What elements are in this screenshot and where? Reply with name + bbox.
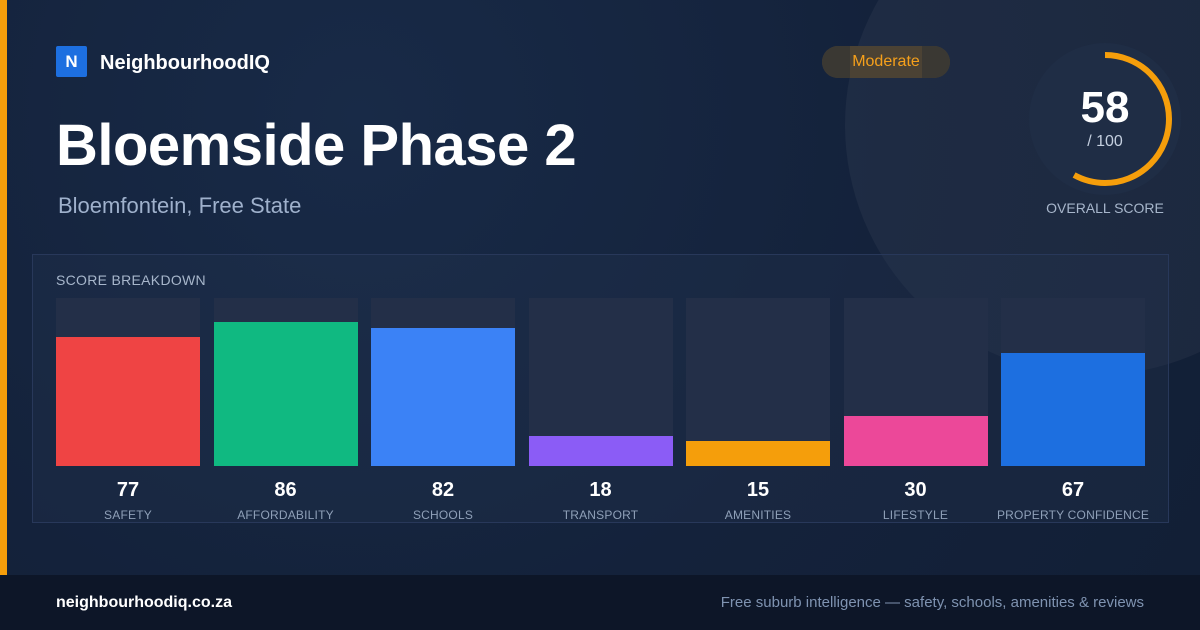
score-bar-value: 67 xyxy=(1061,479,1085,501)
badge-cap-left xyxy=(822,46,850,78)
score-bar-column: 77 SAFETY xyxy=(56,298,200,528)
score-bar-column: 18 TRANSPORT xyxy=(528,298,673,528)
score-bar-column: 86 AFFORDABILITY xyxy=(213,298,358,528)
score-bar-value: 86 xyxy=(274,479,297,501)
brand: N NeighbourhoodIQ xyxy=(56,46,270,77)
score-bar-track xyxy=(1001,298,1145,466)
score-bar-label: PROPERTY CONFIDENCE xyxy=(996,508,1150,522)
score-bar-track xyxy=(371,298,515,466)
score-bar-label: AFFORDABILITY xyxy=(237,508,334,522)
score-bar-column: 15 AMENITIES xyxy=(686,298,830,528)
footer-site-link[interactable]: neighbourhoodiq.co.za xyxy=(56,594,232,611)
score-bar-label: SCHOOLS xyxy=(412,508,474,522)
suburb-title: Bloemside Phase 2 xyxy=(56,113,577,178)
overall-score-max: / 100 xyxy=(1087,133,1123,150)
score-bar-value: 15 xyxy=(746,479,770,501)
score-bar-value: 77 xyxy=(116,479,140,501)
score-bar xyxy=(686,440,830,466)
score-bar-column: 30 LIFESTYLE xyxy=(843,298,988,528)
score-bar xyxy=(1001,353,1145,466)
score-bar xyxy=(213,321,358,466)
score-bar-track xyxy=(843,298,988,466)
score-bar-column: 67 PROPERTY CONFIDENCE xyxy=(997,298,1149,528)
share-card: N NeighbourhoodIQ Moderate Bloemside Pha… xyxy=(0,0,1200,575)
score-bar-label: AMENITIES xyxy=(724,508,792,522)
score-bar-value: 82 xyxy=(431,479,455,501)
score-bar xyxy=(843,415,988,466)
brand-logo: N xyxy=(56,46,87,77)
score-bar-track xyxy=(528,298,673,466)
score-breakdown-title: SCORE BREAKDOWN xyxy=(56,272,206,288)
score-bar-label: SAFETY xyxy=(104,508,152,522)
score-bar-value: 30 xyxy=(904,479,927,501)
footer: neighbourhoodiq.co.za Free suburb intell… xyxy=(0,575,1200,630)
suburb-location: Bloemfontein, Free State xyxy=(58,193,302,218)
score-bar-track xyxy=(686,298,830,466)
rating-badge-label: Moderate xyxy=(852,53,920,70)
footer-tagline: Free suburb intelligence — safety, schoo… xyxy=(720,594,1144,611)
score-bar-value: 18 xyxy=(589,479,612,501)
score-ring-graphic xyxy=(1038,52,1172,186)
score-bar-label: TRANSPORT xyxy=(562,508,639,522)
score-bar xyxy=(371,328,515,466)
overall-score-value: 58 xyxy=(1080,83,1130,132)
score-bar-track xyxy=(213,298,358,466)
accent-bar xyxy=(0,0,7,575)
rating-badge: Moderate xyxy=(822,46,950,78)
overall-score-label: OVERALL SCORE xyxy=(1046,200,1164,216)
score-bar xyxy=(56,336,200,466)
brand-name: NeighbourhoodIQ xyxy=(100,52,270,74)
score-bar xyxy=(528,435,673,466)
score-bar-column: 82 SCHOOLS xyxy=(371,298,515,528)
brand-logo-letter: N xyxy=(65,51,78,71)
score-bar-track xyxy=(56,298,200,466)
score-bar-label: LIFESTYLE xyxy=(882,508,949,522)
score-ring-arc xyxy=(1038,52,1172,186)
badge-cap-right xyxy=(922,46,950,78)
overall-score-ring: 58 / 100 xyxy=(1029,43,1181,195)
